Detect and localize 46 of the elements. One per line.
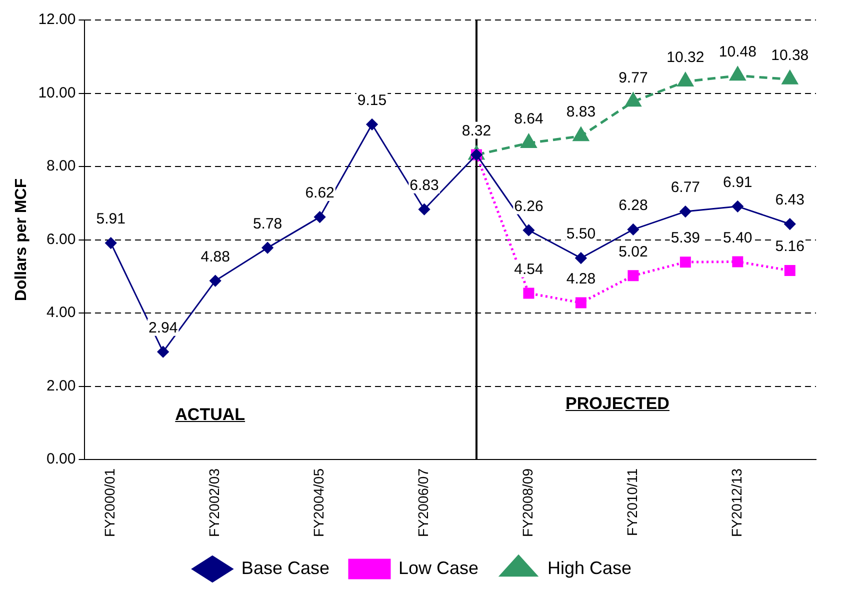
data-label: 4.28	[566, 270, 596, 288]
legend-label: Low Case	[398, 558, 479, 578]
y-tick-label: 6.00	[46, 230, 76, 248]
data-label: 6.28	[618, 197, 648, 214]
data-label: 6.83	[410, 176, 439, 194]
x-tick-label: FY2008/09	[520, 468, 536, 538]
data-label: 9.77	[618, 69, 648, 86]
data-label: 5.16	[775, 238, 804, 256]
y-tick-label: 2.00	[46, 377, 76, 394]
x-tick-label: FY2000/01	[102, 468, 118, 538]
data-label: 6.43	[775, 192, 804, 209]
data-label: 5.39	[670, 230, 700, 247]
x-tick-label: FY2002/03	[206, 468, 222, 538]
data-label: 8.32	[462, 122, 492, 140]
data-label: 10.32	[666, 49, 704, 66]
y-axis-title: Dollars per MCF	[13, 178, 30, 302]
data-label: 4.54	[514, 260, 544, 278]
x-tick-label: FY2010/11	[624, 468, 640, 536]
data-label: 5.02	[618, 243, 648, 260]
y-tick-label: 0.00	[46, 450, 76, 468]
x-tick-label: FY2012/13	[728, 468, 745, 538]
x-tick-label: FY2004/05	[310, 468, 327, 538]
data-label: 6.62	[305, 184, 334, 202]
y-tick-label: 4.00	[46, 304, 76, 322]
data-label: 6.77	[670, 179, 700, 196]
data-label: 5.50	[566, 226, 596, 243]
y-tick-label: 8.00	[46, 158, 76, 175]
data-label: 2.94	[148, 319, 178, 336]
legend-label: Base Case	[241, 558, 330, 578]
legend-label: High Case	[548, 558, 632, 578]
y-tick-label: 10.00	[38, 84, 76, 102]
data-label: 9.15	[357, 92, 387, 110]
data-label: 6.91	[723, 174, 752, 192]
data-label: 5.40	[723, 229, 752, 246]
annotation: ACTUAL	[175, 404, 246, 425]
data-label: 8.83	[566, 104, 596, 121]
annotation: PROJECTED	[566, 394, 670, 414]
data-label: 5.78	[252, 215, 282, 232]
data-label: 10.48	[718, 43, 756, 60]
x-tick-label: FY2006/07	[415, 468, 432, 538]
data-label: 5.91	[96, 210, 126, 228]
data-label: 10.38	[771, 46, 809, 64]
data-label: 4.88	[200, 248, 230, 266]
y-tick-label: 12.00	[38, 11, 76, 28]
data-label: 6.26	[514, 198, 544, 215]
data-label: 8.64	[514, 110, 544, 128]
